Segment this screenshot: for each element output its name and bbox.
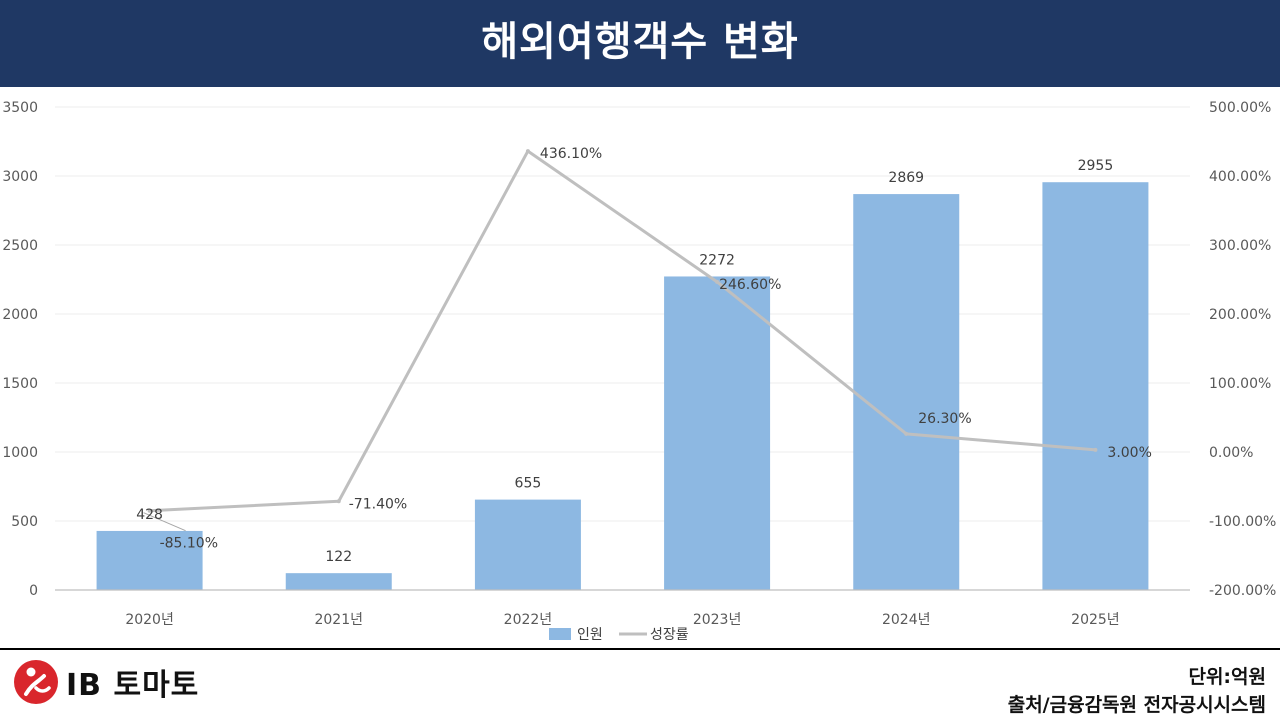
line-point xyxy=(715,279,720,284)
y-left-tick-label: 0 xyxy=(29,583,38,599)
y-right-tick-label: -200.00% xyxy=(1209,583,1276,599)
y-left-tick-label: 2000 xyxy=(2,307,38,323)
bar xyxy=(96,530,203,590)
bar-value-label: 2955 xyxy=(1078,158,1114,174)
legend-label: 성장률 xyxy=(650,627,689,643)
logo-text: IB 토마토 xyxy=(66,668,200,703)
x-tick-label: 2025년 xyxy=(1071,612,1120,628)
growth-value-label: 3.00% xyxy=(1107,445,1151,461)
y-right-tick-label: 200.00% xyxy=(1209,307,1271,323)
combo-chart: 428 122 655 2272 2869 2955 -85.10% -71.40% 436.1… xyxy=(2,100,1276,643)
y-right-tick-label: 500.00% xyxy=(1209,100,1271,116)
bar xyxy=(474,499,581,590)
bar-value-label: 655 xyxy=(515,476,542,492)
source-note: 출처/금융감독원 전자공시시스템 xyxy=(1007,694,1266,716)
line-series xyxy=(143,149,1098,532)
y-left-tick-label: 1500 xyxy=(2,376,38,392)
y-left-tick-label: 500 xyxy=(11,514,38,530)
bar-series xyxy=(96,182,1149,590)
growth-value-label: -85.10% xyxy=(160,536,218,552)
bar xyxy=(1042,182,1149,590)
bar xyxy=(285,573,392,590)
data-labels: 428 122 655 2272 2869 2955 -85.10% -71.40% 436.1… xyxy=(136,146,1152,565)
y-left-tick-label: 2500 xyxy=(2,238,38,254)
growth-line xyxy=(149,149,1096,513)
y-right-tick-label: 0.00% xyxy=(1209,445,1253,461)
y-left-tick-label: 3500 xyxy=(2,100,38,116)
y-right-tick-label: 300.00% xyxy=(1209,238,1271,254)
line-point xyxy=(525,149,530,154)
line-point xyxy=(336,499,341,504)
x-tick-label: 2023년 xyxy=(693,612,742,628)
chart-title: 해외여행객수 변화 xyxy=(481,19,799,65)
ib-tomato-logo: IB 토마토 xyxy=(12,658,199,706)
growth-value-label: -71.40% xyxy=(349,496,407,512)
logo-mark-icon xyxy=(14,660,58,704)
leader-line xyxy=(143,512,186,532)
header-bar xyxy=(0,0,1280,87)
axes: 0 500 1000 1500 2000 2500 3000 3500 -200.00% -100… xyxy=(2,100,1276,628)
line-point xyxy=(904,431,909,436)
x-tick-label: 2024년 xyxy=(882,612,931,628)
bar-value-label: 428 xyxy=(136,507,163,523)
line-point xyxy=(147,508,152,513)
gridlines xyxy=(55,106,1190,522)
legend-swatch-bar xyxy=(549,628,571,640)
y-right-tick-label: -100.00% xyxy=(1209,514,1276,530)
growth-value-label: 26.30% xyxy=(918,411,971,427)
footer-divider xyxy=(0,648,1280,650)
x-tick-label: 2022년 xyxy=(504,612,553,628)
y-left-tick-label: 3000 xyxy=(2,169,38,185)
bar-value-label: 2272 xyxy=(699,252,735,268)
legend: 인원 성장률 xyxy=(549,627,689,643)
y-right-tick-label: 100.00% xyxy=(1209,376,1271,392)
growth-value-label: 436.10% xyxy=(540,146,602,162)
growth-value-label: 246.60% xyxy=(719,277,781,293)
bar-value-label: 122 xyxy=(325,549,352,565)
legend-label: 인원 xyxy=(577,627,603,643)
line-point xyxy=(1093,447,1098,452)
x-tick-label: 2020년 xyxy=(125,612,174,628)
bar xyxy=(853,194,960,590)
x-tick-label: 2021년 xyxy=(314,612,363,628)
y-right-tick-label: 400.00% xyxy=(1209,169,1271,185)
unit-note: 단위:억원 xyxy=(1188,666,1266,688)
y-left-tick-label: 1000 xyxy=(2,445,38,461)
bar-value-label: 2869 xyxy=(888,170,924,186)
bar xyxy=(664,276,771,590)
